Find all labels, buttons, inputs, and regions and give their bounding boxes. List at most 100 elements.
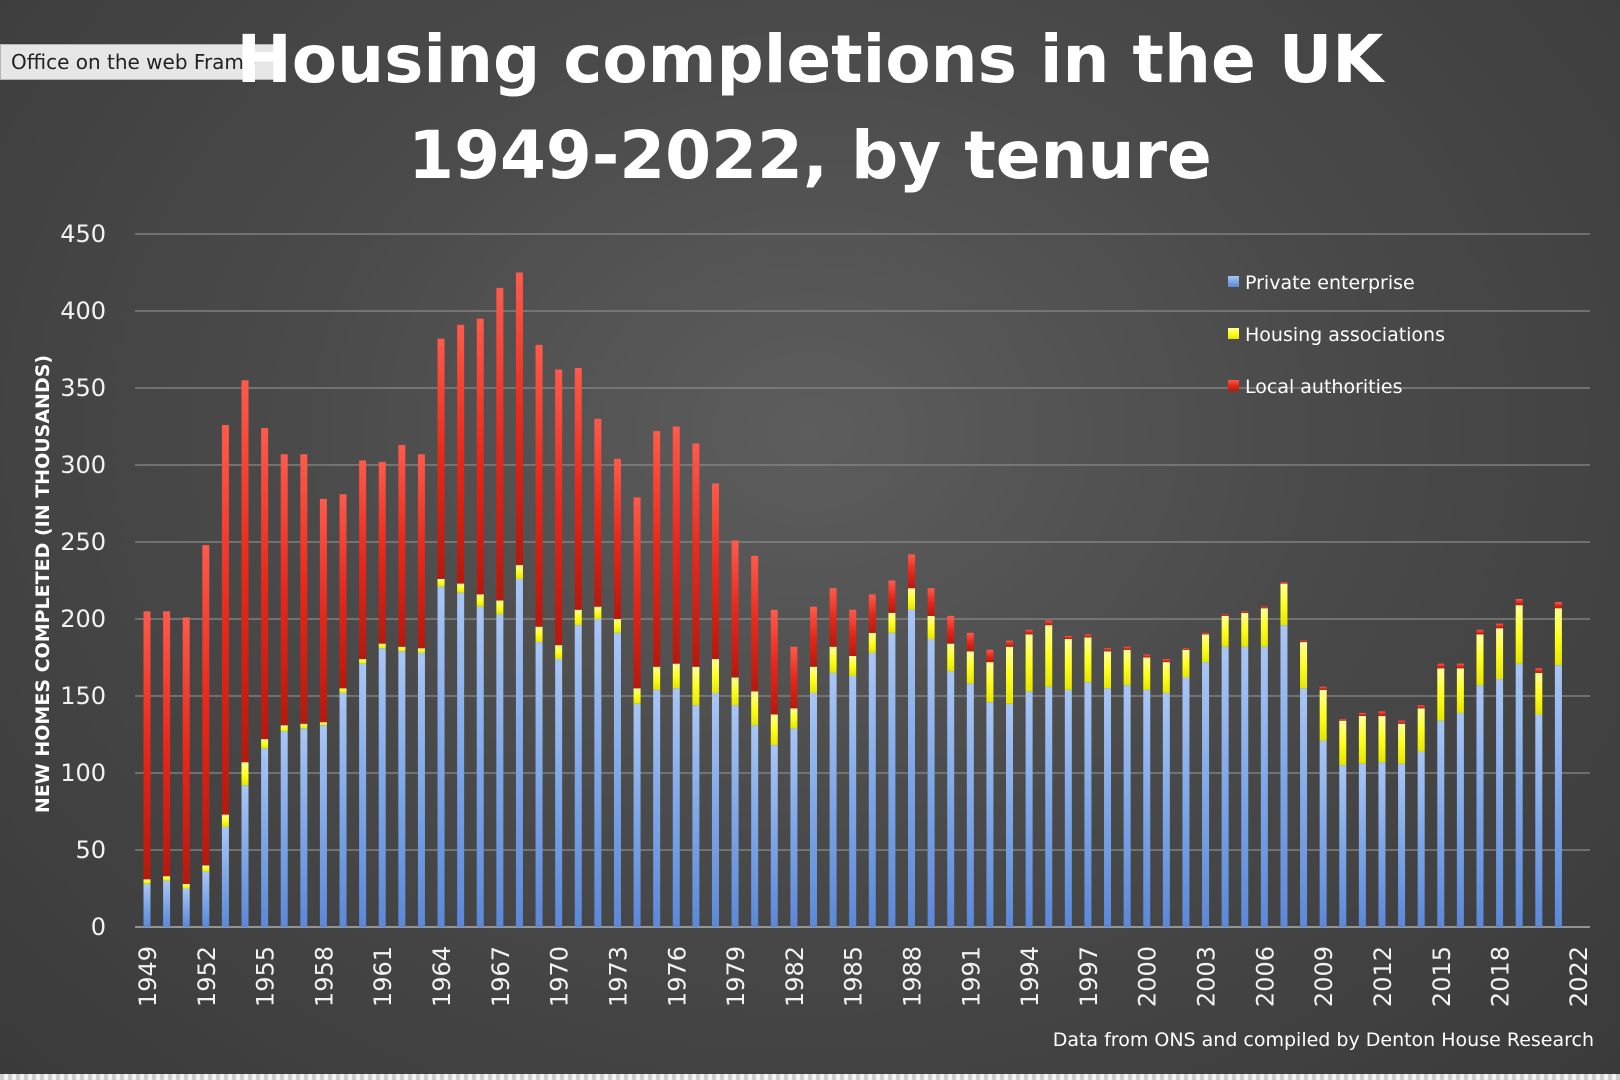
bar-local-authorities-1966 bbox=[476, 318, 484, 595]
x-tick-label: 1964 bbox=[428, 946, 456, 1007]
bar-local-authorities-1950 bbox=[163, 611, 171, 877]
bar-housing-associations-1989 bbox=[927, 615, 935, 640]
bar-housing-associations-2012 bbox=[1378, 716, 1386, 763]
bar-private-1981 bbox=[770, 745, 778, 927]
bar-housing-associations-1968 bbox=[515, 565, 523, 579]
bar-private-1955 bbox=[261, 748, 269, 927]
bar-local-authorities-1998 bbox=[1104, 648, 1112, 652]
bar-housing-associations-1965 bbox=[457, 583, 465, 593]
x-tick-label: 1991 bbox=[957, 946, 985, 1007]
bar-private-1953 bbox=[221, 826, 229, 927]
bar-private-1957 bbox=[300, 728, 308, 927]
bar-housing-associations-1960 bbox=[359, 659, 367, 664]
x-tick-label: 1976 bbox=[663, 946, 691, 1007]
bar-private-2008 bbox=[1300, 688, 1308, 927]
bar-housing-associations-1951 bbox=[182, 883, 190, 889]
bar-private-1970 bbox=[555, 659, 563, 927]
bar-housing-associations-2005 bbox=[1241, 612, 1249, 647]
bar-private-1977 bbox=[692, 705, 700, 927]
bar-housing-associations-1973 bbox=[613, 619, 621, 633]
bar-private-2016 bbox=[1456, 712, 1464, 927]
bar-housing-associations-1959 bbox=[339, 688, 347, 693]
bar-private-2005 bbox=[1241, 646, 1249, 927]
bar-housing-associations-1997 bbox=[1084, 637, 1092, 683]
legend-label-private: Private enterprise bbox=[1245, 272, 1415, 294]
x-tick-label: 1967 bbox=[487, 946, 515, 1007]
bar-local-authorities-2019 bbox=[1515, 598, 1523, 606]
bar-housing-associations-1962 bbox=[398, 646, 406, 652]
bar-private-2015 bbox=[1437, 720, 1445, 927]
gridlines bbox=[135, 233, 1590, 928]
bar-housing-associations-1972 bbox=[594, 606, 602, 619]
bar-private-2003 bbox=[1202, 662, 1210, 927]
bar-local-authorities-1956 bbox=[280, 454, 288, 726]
bar-private-2018 bbox=[1496, 679, 1504, 927]
bar-housing-associations-2017 bbox=[1476, 634, 1484, 686]
x-tick-label: 2012 bbox=[1369, 946, 1397, 1007]
bar-local-authorities-1995 bbox=[1045, 620, 1053, 626]
bar-local-authorities-1990 bbox=[947, 615, 955, 644]
bar-private-1997 bbox=[1084, 682, 1092, 927]
bar-private-1968 bbox=[515, 578, 523, 927]
bar-housing-associations-1982 bbox=[790, 708, 798, 729]
bar-housing-associations-1980 bbox=[751, 691, 759, 726]
bar-housing-associations-1977 bbox=[692, 666, 700, 706]
bar-housing-associations-1981 bbox=[770, 714, 778, 746]
bar-local-authorities-2000 bbox=[1143, 654, 1151, 658]
bar-local-authorities-2012 bbox=[1378, 711, 1386, 717]
x-tick-label: 2018 bbox=[1487, 946, 1515, 1007]
bar-housing-associations-1971 bbox=[574, 609, 582, 626]
bar-local-authorities-1974 bbox=[633, 497, 641, 689]
bar-private-1959 bbox=[339, 692, 347, 927]
y-tick-label: 100 bbox=[60, 759, 106, 787]
bar-local-authorities-2008 bbox=[1300, 640, 1308, 643]
bar-private-1987 bbox=[888, 632, 896, 927]
bar-local-authorities-2006 bbox=[1260, 606, 1268, 609]
bar-private-1986 bbox=[868, 652, 876, 927]
bar-housing-associations-1988 bbox=[908, 588, 916, 610]
bottom-edge bbox=[0, 1074, 1620, 1080]
bar-local-authorities-1962 bbox=[398, 444, 406, 647]
bar-local-authorities-1967 bbox=[496, 287, 504, 601]
bar-housing-associations-1950 bbox=[163, 876, 171, 881]
x-tick-label: 1955 bbox=[252, 946, 280, 1007]
bar-private-1991 bbox=[966, 683, 974, 927]
bar-private-2004 bbox=[1221, 646, 1229, 927]
bar-private-2017 bbox=[1476, 685, 1484, 927]
bar-private-1988 bbox=[908, 609, 916, 927]
chart-title-line-1: Housing completions in the UK bbox=[237, 21, 1387, 98]
bar-housing-associations-1953 bbox=[221, 814, 229, 827]
bar-housing-associations-1957 bbox=[300, 723, 308, 729]
x-tick-label: 1961 bbox=[369, 946, 397, 1007]
bar-local-authorities-1972 bbox=[594, 418, 602, 607]
y-tick-label: 200 bbox=[60, 605, 106, 633]
x-tick-label: 1949 bbox=[134, 946, 162, 1007]
bar-local-authorities-1987 bbox=[888, 580, 896, 613]
bar-private-2009 bbox=[1319, 740, 1327, 927]
bar-local-authorities-1982 bbox=[790, 646, 798, 709]
bar-housing-associations-2006 bbox=[1260, 608, 1268, 647]
bar-housing-associations-1995 bbox=[1045, 625, 1053, 687]
bar-private-1995 bbox=[1045, 686, 1053, 927]
bar-housing-associations-1958 bbox=[319, 722, 327, 726]
y-tick-label: 250 bbox=[60, 528, 106, 556]
bar-private-2010 bbox=[1339, 765, 1347, 927]
bar-housing-associations-2011 bbox=[1358, 716, 1366, 764]
bar-housing-associations-2004 bbox=[1221, 615, 1229, 647]
bar-local-authorities-1976 bbox=[672, 426, 680, 664]
bar-local-authorities-1955 bbox=[261, 428, 269, 740]
bar-local-authorities-1994 bbox=[1025, 629, 1033, 635]
bar-local-authorities-1964 bbox=[437, 338, 445, 579]
bar-local-authorities-1992 bbox=[986, 649, 994, 663]
bar-housing-associations-1956 bbox=[280, 725, 288, 732]
bar-private-1958 bbox=[319, 725, 327, 927]
bar-housing-associations-2013 bbox=[1398, 723, 1406, 764]
bar-private-1984 bbox=[829, 672, 837, 927]
bar-private-1969 bbox=[535, 642, 543, 927]
bar-private-2021 bbox=[1554, 665, 1562, 927]
bar-private-1975 bbox=[653, 689, 661, 927]
bar-housing-associations-1966 bbox=[476, 594, 484, 607]
bar-housing-associations-1961 bbox=[378, 643, 386, 649]
bar-housing-associations-1991 bbox=[966, 651, 974, 684]
